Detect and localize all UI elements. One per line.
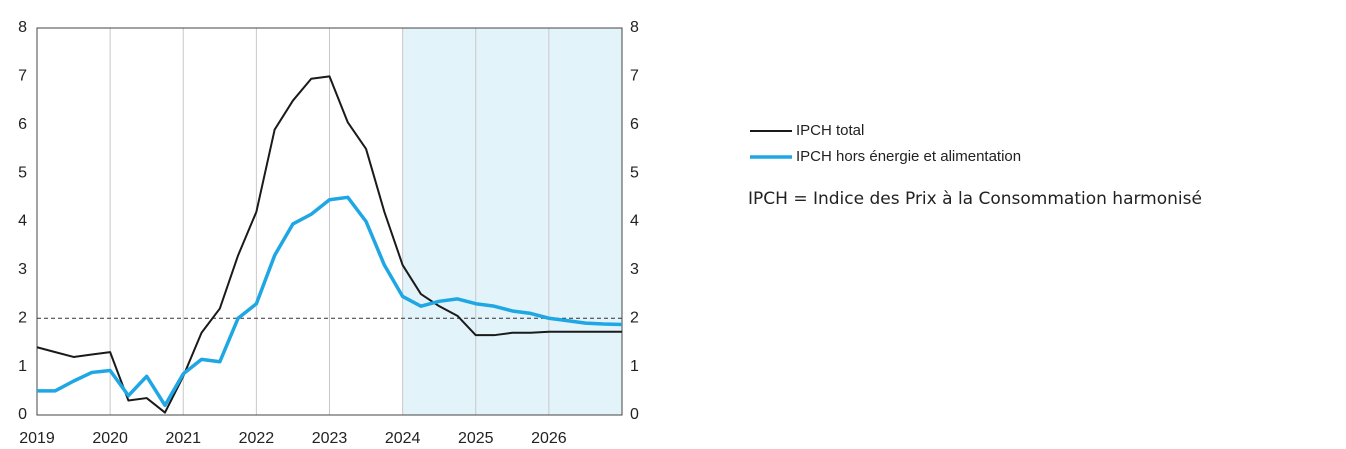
x-tick-label: 2022 [239,430,275,447]
x-tick-label: 2019 [19,430,55,447]
x-tick-label: 2024 [385,430,421,447]
y-tick-label: 7 [18,68,27,85]
plot-frame [36,27,623,416]
series-line [36,75,622,414]
legend-label: IPCH hors énergie et alimentation [796,148,1021,165]
y2-tick-label: 5 [630,164,639,181]
y-tick-label: 1 [18,358,27,375]
y-tick-label: 6 [18,116,27,133]
y2-tick-label: 1 [630,358,639,375]
y-tick-label: 0 [18,406,27,423]
y2-tick-label: 8 [630,19,639,36]
y-tick-label: 4 [18,213,27,230]
x-tick-label: 2025 [458,430,494,447]
y2-tick-label: 2 [630,309,639,326]
legend-label: IPCH total [796,122,864,139]
x-tick-label: 2021 [165,430,201,447]
note: IPCH = Indice des Prix à la Consommation… [748,189,1202,209]
y-tick-label: 5 [18,164,27,181]
x-tick-label: 2023 [312,430,348,447]
y-tick-label: 2 [18,309,27,326]
x-tick-label: 2026 [531,430,567,447]
y2-tick-label: 0 [630,406,639,423]
y-tick-label: 3 [18,261,27,278]
y2-tick-label: 7 [630,68,639,85]
y-tick-label: 8 [18,19,27,36]
series-line [37,195,623,408]
y2-tick-label: 4 [630,213,639,230]
y2-tick-label: 6 [630,116,639,133]
y2-tick-label: 3 [630,261,639,278]
x-tick-label: 2020 [92,430,128,447]
forecast-shade [402,28,622,415]
